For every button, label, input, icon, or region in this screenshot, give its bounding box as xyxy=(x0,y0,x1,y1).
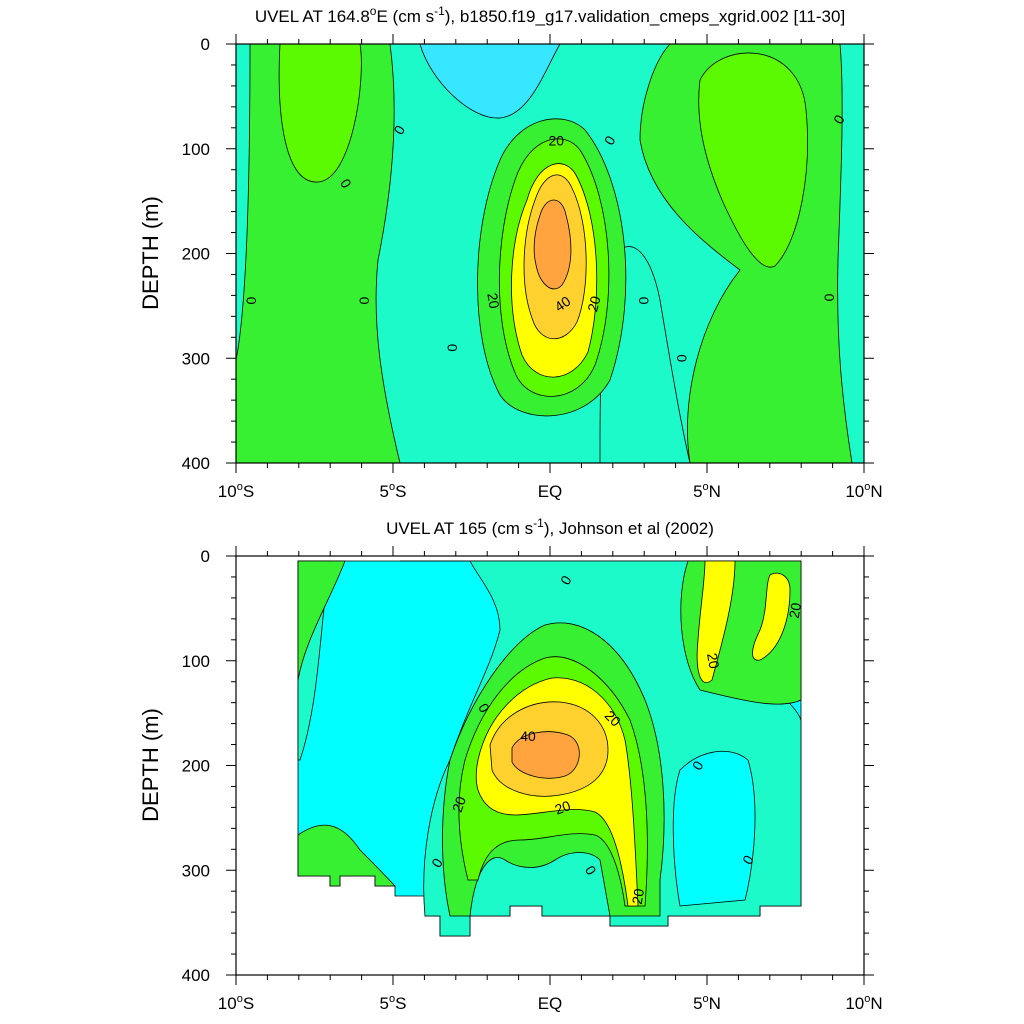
y-tick-label-obs-3: 300 xyxy=(182,861,210,880)
contour-label-model-0: 20 xyxy=(548,132,564,148)
region-obs-bottom-left xyxy=(297,824,396,887)
contour-label-model-7: 0 xyxy=(445,344,461,352)
x-tick-label-obs-0: 10oS xyxy=(218,993,254,1013)
region-obs-left-green xyxy=(297,560,346,681)
svg-text:20: 20 xyxy=(584,294,604,313)
panel-obs-field xyxy=(297,560,802,937)
y-tick-label-model-0: 0 xyxy=(201,35,210,54)
svg-text:20: 20 xyxy=(629,887,647,905)
y-tick-label-obs-1: 100 xyxy=(182,652,210,671)
svg-text:0: 0 xyxy=(674,354,690,362)
contour-label-model-6: 0 xyxy=(357,297,373,305)
contour-label-model-11: 20 xyxy=(484,292,502,310)
contour-label-obs-1: 20 xyxy=(786,601,804,619)
y-tick-label-model-4: 400 xyxy=(182,454,210,473)
panel-obs-ticks: 10oS 5oS EQ 5oN 10oN 0 100 200 300 400 xyxy=(182,546,883,1013)
contour-label-model-8: 0 xyxy=(636,297,652,305)
x-tick-label-model-1: 5oS xyxy=(380,481,407,501)
panel-obs-ylabel: DEPTH (m) xyxy=(138,708,163,822)
y-tick-label-obs-4: 400 xyxy=(182,966,210,985)
region-obs-euc-core xyxy=(511,731,580,779)
y-tick-label-model-3: 300 xyxy=(182,349,210,368)
panel-obs: UVEL AT 165 (cm s-1), Johnson et al (200… xyxy=(138,516,883,1013)
svg-text:20: 20 xyxy=(704,652,722,670)
region-right-blob xyxy=(698,52,808,268)
panel-obs-title: UVEL AT 165 (cm s-1), Johnson et al (200… xyxy=(386,516,714,538)
svg-text:0: 0 xyxy=(636,297,652,305)
svg-text:20: 20 xyxy=(548,132,564,148)
panel-model-field xyxy=(236,44,864,463)
svg-text:20: 20 xyxy=(449,794,469,814)
x-tick-label-model-3: 5oN xyxy=(693,481,721,501)
y-tick-label-obs-0: 0 xyxy=(201,547,210,566)
svg-text:20: 20 xyxy=(484,292,502,310)
svg-text:0: 0 xyxy=(244,297,260,305)
svg-text:0: 0 xyxy=(445,344,461,352)
contour-label-model-10: 0 xyxy=(821,294,837,302)
contour-label-obs-7: 20 xyxy=(449,794,469,814)
panel-model-ylabel: DEPTH (m) xyxy=(138,196,163,310)
y-tick-label-model-1: 100 xyxy=(182,140,210,159)
contour-label-model-5: 0 xyxy=(244,297,260,305)
x-tick-label-model-0: 10oS xyxy=(218,481,254,501)
svg-text:20: 20 xyxy=(786,601,804,619)
region-neg-surface xyxy=(419,44,561,119)
contour-label-model-9: 0 xyxy=(674,354,690,362)
panel-model: UVEL AT 164.8oE (cm s-1), b1850.f19_g17.… xyxy=(138,4,883,501)
svg-text:20: 20 xyxy=(553,797,573,817)
region-euc-core xyxy=(533,199,572,290)
y-tick-label-model-2: 200 xyxy=(182,245,210,264)
x-tick-label-model-2: EQ xyxy=(538,482,563,501)
panel-model-title: UVEL AT 164.8oE (cm s-1), b1850.f19_g17.… xyxy=(255,4,845,26)
x-tick-label-obs-3: 5oN xyxy=(693,993,721,1013)
x-tick-label-obs-2: EQ xyxy=(538,994,563,1013)
x-tick-label-obs-1: 5oS xyxy=(380,993,407,1013)
svg-text:0: 0 xyxy=(357,297,373,305)
region-obs-right-yellow-1 xyxy=(696,560,736,683)
contour-label-model-13: 20 xyxy=(584,294,604,313)
contour-label-obs-12: 20 xyxy=(629,887,647,905)
svg-text:40: 40 xyxy=(520,728,536,744)
region-left-blob xyxy=(278,44,362,183)
x-tick-label-model-4: 10oN xyxy=(845,481,882,501)
region-left-10-20 xyxy=(236,44,401,463)
x-tick-label-obs-4: 10oN xyxy=(845,993,882,1013)
y-tick-label-obs-2: 200 xyxy=(182,757,210,776)
region-obs-right-cyan xyxy=(672,750,756,907)
contour-label-obs-5: 40 xyxy=(520,728,536,744)
region-obs-right-yellow-2 xyxy=(752,572,791,661)
contour-label-obs-2: 20 xyxy=(704,652,722,670)
contour-label-obs-8: 20 xyxy=(553,797,573,817)
region-left-edge xyxy=(236,44,251,361)
svg-text:0: 0 xyxy=(821,294,837,302)
